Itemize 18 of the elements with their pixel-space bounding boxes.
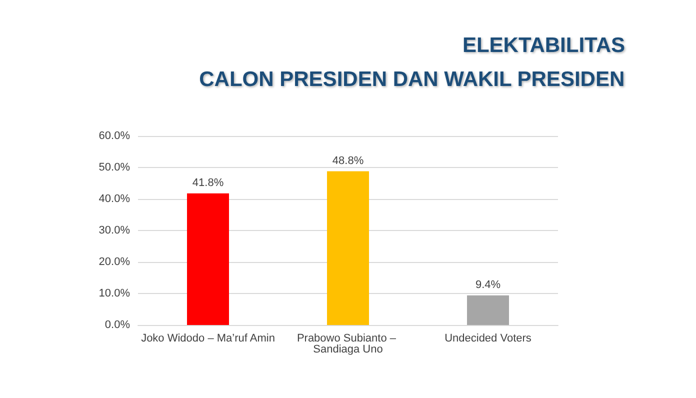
y-tick-label: 40.0% [98, 193, 130, 205]
chart-title: ELEKTABILITAS [462, 34, 625, 57]
bar [467, 295, 509, 325]
y-tick-label: 10.0% [98, 288, 130, 300]
x-tick-label: Prabowo Subianto – Sandiaga Uno [296, 332, 400, 356]
x-tick-label: Undecided Voters [444, 332, 532, 344]
y-tick-label: 20.0% [98, 256, 130, 268]
y-tick-label: 50.0% [98, 162, 130, 174]
bar [187, 193, 229, 325]
chart-subtitle: CALON PRESIDEN DAN WAKIL PRESIDEN [199, 68, 625, 91]
bar [327, 171, 369, 325]
y-tick-label: 30.0% [98, 224, 130, 236]
y-tick-label: 60.0% [98, 130, 130, 142]
data-label: 48.8% [332, 154, 364, 167]
y-tick-label: 0.0% [104, 319, 130, 331]
data-label: 9.4% [475, 278, 501, 291]
x-tick-label: Joko Widodo – Ma’ruf Amin [141, 332, 275, 344]
data-label: 41.8% [192, 176, 224, 189]
